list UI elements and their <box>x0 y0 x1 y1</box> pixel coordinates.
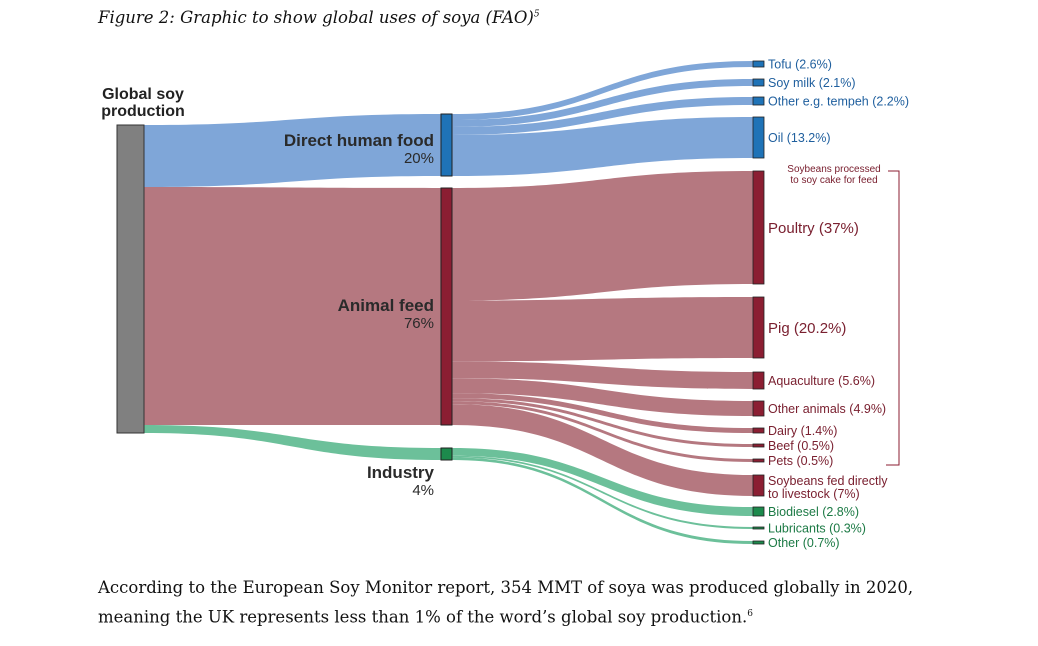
flow-animal-to-use-11 <box>452 404 753 496</box>
use-node-0 <box>752 60 765 68</box>
flow-human-to-use-3 <box>452 117 753 176</box>
flow-layer <box>144 61 753 544</box>
use-node-4 <box>752 170 765 285</box>
use-node-8 <box>752 427 765 434</box>
use-label-3: Oil (13.2%) <box>768 131 831 145</box>
flow-human-to-use-2 <box>452 97 753 135</box>
category-node-human <box>440 113 453 177</box>
use-label-13: Lubricants (0.3%) <box>768 522 866 536</box>
flow-animal-to-use-7 <box>452 378 753 416</box>
flow-industry-to-use-12 <box>452 448 753 516</box>
source-label-line2: production <box>101 103 185 120</box>
use-label-0: Tofu (2.6%) <box>768 58 832 72</box>
use-node-9 <box>752 443 765 448</box>
use-node-3 <box>752 116 765 159</box>
use-node-11 <box>752 474 765 497</box>
source-label-line1: Global soy <box>102 86 184 103</box>
use-label-5: Pig (20.2%) <box>768 320 846 337</box>
category-node-industry <box>440 447 453 461</box>
use-label-4: Poultry (37%) <box>768 220 859 237</box>
flow-animal-to-use-10 <box>452 401 753 462</box>
category-percent-human: 20% <box>404 150 434 167</box>
category-label-animal: Animal feed <box>338 296 434 315</box>
use-node-5 <box>752 296 765 359</box>
use-node-12 <box>752 506 765 517</box>
use-node-2 <box>752 96 765 106</box>
use-node-14 <box>752 540 765 545</box>
category-percent-animal: 76% <box>404 315 434 332</box>
source-node <box>116 124 145 434</box>
flow-animal-to-use-8 <box>452 393 753 433</box>
use-label-1: Soy milk (2.1%) <box>768 76 856 90</box>
category-node-animal <box>440 187 453 426</box>
flow-source-to-industry <box>144 425 441 460</box>
flow-human-to-use-1 <box>452 79 753 127</box>
use-label-9: Beef (0.5%) <box>768 439 834 453</box>
flow-industry-to-use-14 <box>452 457 753 544</box>
caption-footnote: 5 <box>533 9 540 20</box>
flow-source-to-animal <box>144 187 441 425</box>
use-label-14: Other (0.7%) <box>768 536 840 550</box>
category-percent-industry: 4% <box>412 482 434 499</box>
use-label-11: Soybeans fed directly <box>768 474 888 488</box>
flow-animal-to-use-9 <box>452 398 753 447</box>
use-label-10: Pets (0.5%) <box>768 454 833 468</box>
flow-animal-to-use-5 <box>452 297 753 362</box>
use-node-1 <box>752 78 765 87</box>
flow-human-to-use-0 <box>452 61 753 120</box>
category-label-human: Direct human food <box>284 131 434 150</box>
soy-cake-bracket <box>886 170 900 466</box>
body-paragraph: According to the European Soy Monitor re… <box>98 574 918 631</box>
use-label-8: Dairy (1.4%) <box>768 424 837 438</box>
body-footnote: 6 <box>747 609 753 619</box>
use-node-13 <box>752 526 765 530</box>
flow-animal-to-use-6 <box>452 361 753 389</box>
use-label-7: Other animals (4.9%) <box>768 402 886 416</box>
bracket-note-line2: to soy cake for feed <box>790 175 877 186</box>
flow-industry-to-use-13 <box>452 455 753 529</box>
category-label-industry: Industry <box>367 463 435 482</box>
bracket-note-line1: Soybeans processed <box>787 164 880 175</box>
node-layer <box>116 60 765 545</box>
flow-source-to-human <box>144 114 441 187</box>
use-node-10 <box>752 458 765 463</box>
use-label-6: Aquaculture (5.6%) <box>768 374 875 388</box>
use-label-12: Biodiesel (2.8%) <box>768 505 859 519</box>
use-node-7 <box>752 400 765 417</box>
flow-animal-to-use-4 <box>452 171 753 301</box>
figure-caption: Figure 2: Graphic to show global uses of… <box>98 8 540 27</box>
caption-text: Figure 2: Graphic to show global uses of… <box>98 8 534 27</box>
use-node-6 <box>752 371 765 390</box>
use-label2-11: to livestock (7%) <box>768 487 860 501</box>
body-text: According to the European Soy Monitor re… <box>98 578 914 627</box>
use-label-2: Other e.g. tempeh (2.2%) <box>768 95 909 109</box>
